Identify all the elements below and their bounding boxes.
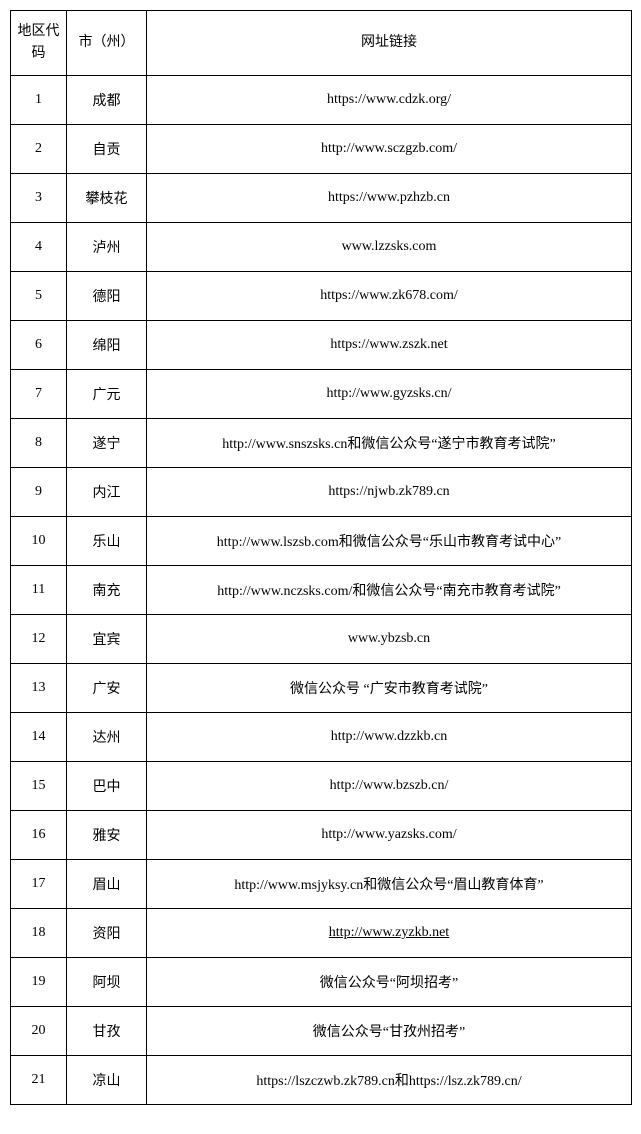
cell-code: 8 xyxy=(11,419,67,468)
cell-url: http://www.snszsks.cn和微信公众号“遂宁市教育考试院” xyxy=(147,419,632,468)
cell-city: 资阳 xyxy=(67,909,147,958)
table-row: 7广元http://www.gyzsks.cn/ xyxy=(11,370,632,419)
cell-city: 乐山 xyxy=(67,517,147,566)
cell-code: 12 xyxy=(11,615,67,664)
cell-url: http://www.dzzkb.cn xyxy=(147,713,632,762)
cell-url: www.lzzsks.com xyxy=(147,223,632,272)
cell-code: 10 xyxy=(11,517,67,566)
table-row: 15巴中http://www.bzszb.cn/ xyxy=(11,762,632,811)
cell-url: https://www.pzhzb.cn xyxy=(147,174,632,223)
table-row: 16雅安http://www.yazsks.com/ xyxy=(11,811,632,860)
table-row: 14达州http://www.dzzkb.cn xyxy=(11,713,632,762)
cell-code: 13 xyxy=(11,664,67,713)
cell-city: 达州 xyxy=(67,713,147,762)
cell-city: 南充 xyxy=(67,566,147,615)
cell-code: 16 xyxy=(11,811,67,860)
cell-code: 5 xyxy=(11,272,67,321)
cell-code: 2 xyxy=(11,125,67,174)
table-row: 9内江https://njwb.zk789.cn xyxy=(11,468,632,517)
cell-code: 20 xyxy=(11,1007,67,1056)
table-row: 10乐山http://www.lszsb.com和微信公众号“乐山市教育考试中心… xyxy=(11,517,632,566)
cell-url: https://lszczwb.zk789.cn和https://lsz.zk7… xyxy=(147,1056,632,1105)
col-header-city: 市（州） xyxy=(67,11,147,76)
cell-url: https://www.zk678.com/ xyxy=(147,272,632,321)
cell-code: 9 xyxy=(11,468,67,517)
cell-city: 绵阳 xyxy=(67,321,147,370)
table-row: 12宜宾www.ybzsb.cn xyxy=(11,615,632,664)
cell-code: 14 xyxy=(11,713,67,762)
cell-city: 甘孜 xyxy=(67,1007,147,1056)
cell-city: 内江 xyxy=(67,468,147,517)
cell-url: http://www.bzszb.cn/ xyxy=(147,762,632,811)
table-row: 17眉山http://www.msjyksy.cn和微信公众号“眉山教育体育” xyxy=(11,860,632,909)
cell-city: 广安 xyxy=(67,664,147,713)
table-header: 地区代码 市（州） 网址链接 xyxy=(11,11,632,76)
cell-code: 18 xyxy=(11,909,67,958)
cell-city: 广元 xyxy=(67,370,147,419)
cell-code: 11 xyxy=(11,566,67,615)
cell-city: 自贡 xyxy=(67,125,147,174)
cell-url: http://www.gyzsks.cn/ xyxy=(147,370,632,419)
cell-url: https://www.zszk.net xyxy=(147,321,632,370)
cell-code: 4 xyxy=(11,223,67,272)
cell-city: 攀枝花 xyxy=(67,174,147,223)
table-row: 1成都https://www.cdzk.org/ xyxy=(11,76,632,125)
cell-url: https://www.cdzk.org/ xyxy=(147,76,632,125)
table-row: 3攀枝花https://www.pzhzb.cn xyxy=(11,174,632,223)
cell-code: 19 xyxy=(11,958,67,1007)
table-row: 5德阳https://www.zk678.com/ xyxy=(11,272,632,321)
table-body: 1成都https://www.cdzk.org/2自贡http://www.sc… xyxy=(11,76,632,1105)
cell-city: 巴中 xyxy=(67,762,147,811)
cell-url: https://njwb.zk789.cn xyxy=(147,468,632,517)
cell-url: 微信公众号“甘孜州招考” xyxy=(147,1007,632,1056)
table-row: 8遂宁http://www.snszsks.cn和微信公众号“遂宁市教育考试院” xyxy=(11,419,632,468)
region-url-table: 地区代码 市（州） 网址链接 1成都https://www.cdzk.org/2… xyxy=(10,10,632,1105)
table-row: 11南充http://www.nczsks.com/和微信公众号“南充市教育考试… xyxy=(11,566,632,615)
cell-city: 德阳 xyxy=(67,272,147,321)
table-row: 20甘孜微信公众号“甘孜州招考” xyxy=(11,1007,632,1056)
cell-url: 微信公众号 “广安市教育考试院” xyxy=(147,664,632,713)
cell-url: http://www.msjyksy.cn和微信公众号“眉山教育体育” xyxy=(147,860,632,909)
cell-code: 6 xyxy=(11,321,67,370)
col-header-url: 网址链接 xyxy=(147,11,632,76)
cell-city: 宜宾 xyxy=(67,615,147,664)
cell-code: 7 xyxy=(11,370,67,419)
cell-city: 眉山 xyxy=(67,860,147,909)
cell-city: 成都 xyxy=(67,76,147,125)
cell-city: 遂宁 xyxy=(67,419,147,468)
cell-url: http://www.yazsks.com/ xyxy=(147,811,632,860)
table-row: 6绵阳https://www.zszk.net xyxy=(11,321,632,370)
cell-code: 21 xyxy=(11,1056,67,1105)
table-row: 4泸州www.lzzsks.com xyxy=(11,223,632,272)
cell-city: 凉山 xyxy=(67,1056,147,1105)
cell-url: http://www.sczgzb.com/ xyxy=(147,125,632,174)
cell-code: 1 xyxy=(11,76,67,125)
table-row: 13广安微信公众号 “广安市教育考试院” xyxy=(11,664,632,713)
cell-code: 15 xyxy=(11,762,67,811)
cell-code: 3 xyxy=(11,174,67,223)
cell-city: 泸州 xyxy=(67,223,147,272)
cell-url: 微信公众号“阿坝招考” xyxy=(147,958,632,1007)
table-row: 21凉山https://lszczwb.zk789.cn和https://lsz… xyxy=(11,1056,632,1105)
cell-city: 阿坝 xyxy=(67,958,147,1007)
cell-url: http://www.lszsb.com和微信公众号“乐山市教育考试中心” xyxy=(147,517,632,566)
col-header-code: 地区代码 xyxy=(11,11,67,76)
table-row: 18资阳http://www.zyzkb.net xyxy=(11,909,632,958)
table-row: 2自贡http://www.sczgzb.com/ xyxy=(11,125,632,174)
cell-url: www.ybzsb.cn xyxy=(147,615,632,664)
table-row: 19阿坝微信公众号“阿坝招考” xyxy=(11,958,632,1007)
table-header-row: 地区代码 市（州） 网址链接 xyxy=(11,11,632,76)
cell-code: 17 xyxy=(11,860,67,909)
cell-city: 雅安 xyxy=(67,811,147,860)
cell-url: http://www.nczsks.com/和微信公众号“南充市教育考试院” xyxy=(147,566,632,615)
cell-url: http://www.zyzkb.net xyxy=(147,909,632,958)
